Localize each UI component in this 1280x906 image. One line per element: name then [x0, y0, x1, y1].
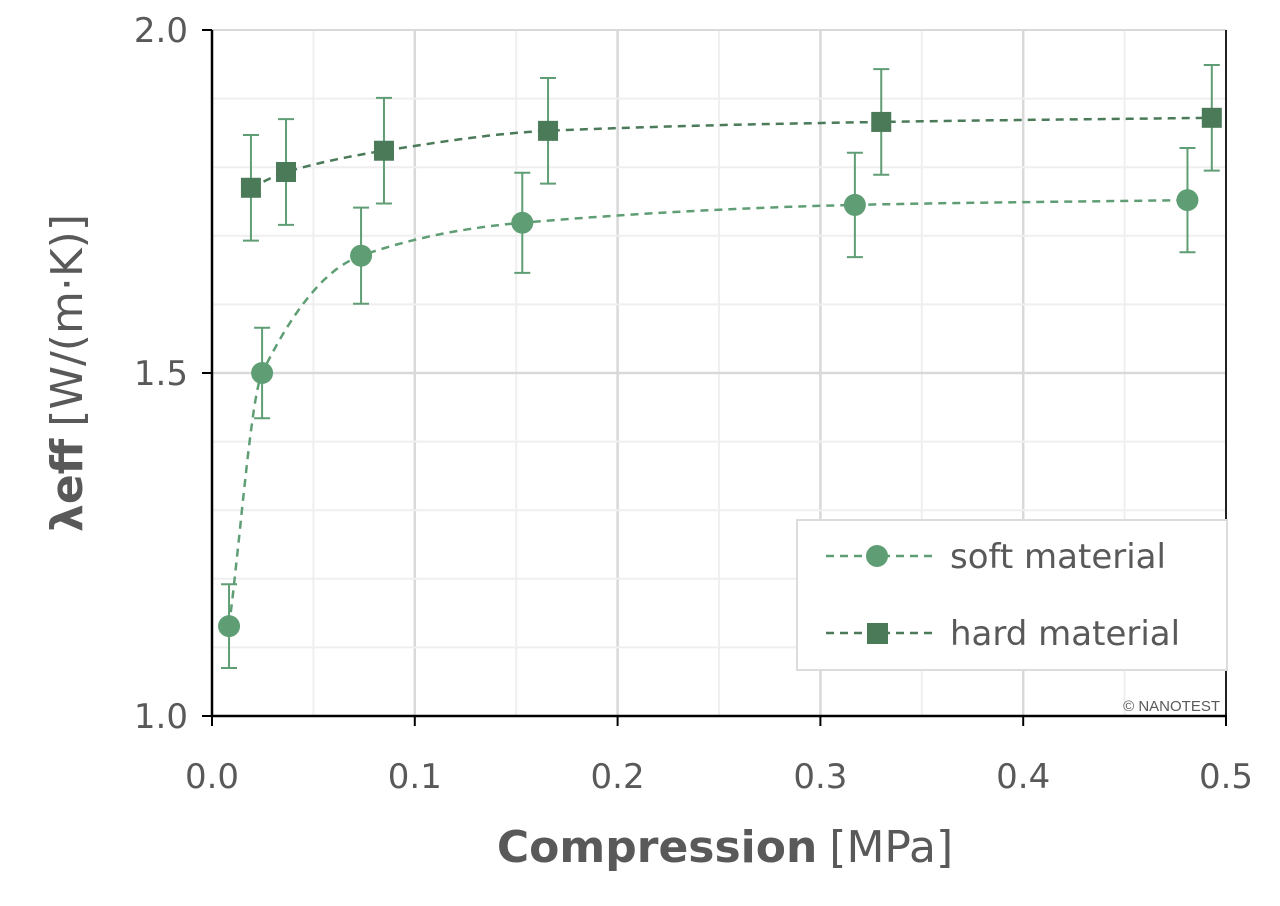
y-tick-label: 1.5 [134, 354, 188, 394]
y-tick-label: 2.0 [134, 11, 188, 51]
x-tick-label: 0.4 [996, 757, 1050, 797]
data-point-soft-material [1176, 189, 1199, 212]
legend-box [796, 519, 1228, 671]
fit-line-soft-material [227, 198, 1188, 627]
data-point-hard-material [538, 120, 559, 141]
x-axis-title-unit: [MPa] [829, 822, 953, 873]
data-point-soft-material [251, 362, 274, 384]
legend-label-soft: soft material [950, 537, 1166, 577]
data-point-hard-material [871, 111, 892, 132]
data-point-soft-material [843, 193, 866, 216]
y-axis-title-main: λeff [42, 437, 93, 532]
legend-label-hard: hard material [950, 614, 1180, 654]
y-tick-label: 1.0 [134, 697, 188, 737]
x-tick-label: 0.5 [1199, 757, 1253, 797]
x-tick-label: 0.3 [793, 757, 847, 797]
series-layer [218, 63, 1222, 669]
legend-marker-soft [866, 545, 888, 567]
copyright-label: © NANOTEST [1123, 698, 1220, 715]
axes: 0.0 0.1 0.2 0.3 0.4 0.5 1.0 1.5 2.0 [134, 11, 1253, 797]
data-point-hard-material [373, 140, 394, 161]
x-tick-label: 0.0 [185, 757, 239, 797]
x-axis-title: Compression [MPa] [497, 822, 953, 873]
data-point-soft-material [511, 211, 534, 234]
fit-line-hard-material [250, 116, 1212, 189]
data-point-hard-material [240, 177, 261, 198]
x-tick-label: 0.1 [388, 757, 442, 797]
legend: soft material hard material [796, 519, 1228, 671]
data-point-hard-material [1201, 107, 1222, 128]
y-axis-title: λeff [W/(m·K)] [42, 214, 93, 532]
data-point-hard-material [276, 162, 297, 183]
data-point-soft-material [350, 244, 373, 267]
y-axis-title-unit: [W/(m·K)] [42, 214, 93, 427]
data-point-soft-material [218, 615, 241, 638]
grid [212, 29, 1226, 716]
x-axis-title-main: Compression [497, 822, 817, 873]
x-tick-label: 0.2 [591, 757, 645, 797]
legend-marker-hard [867, 623, 888, 644]
